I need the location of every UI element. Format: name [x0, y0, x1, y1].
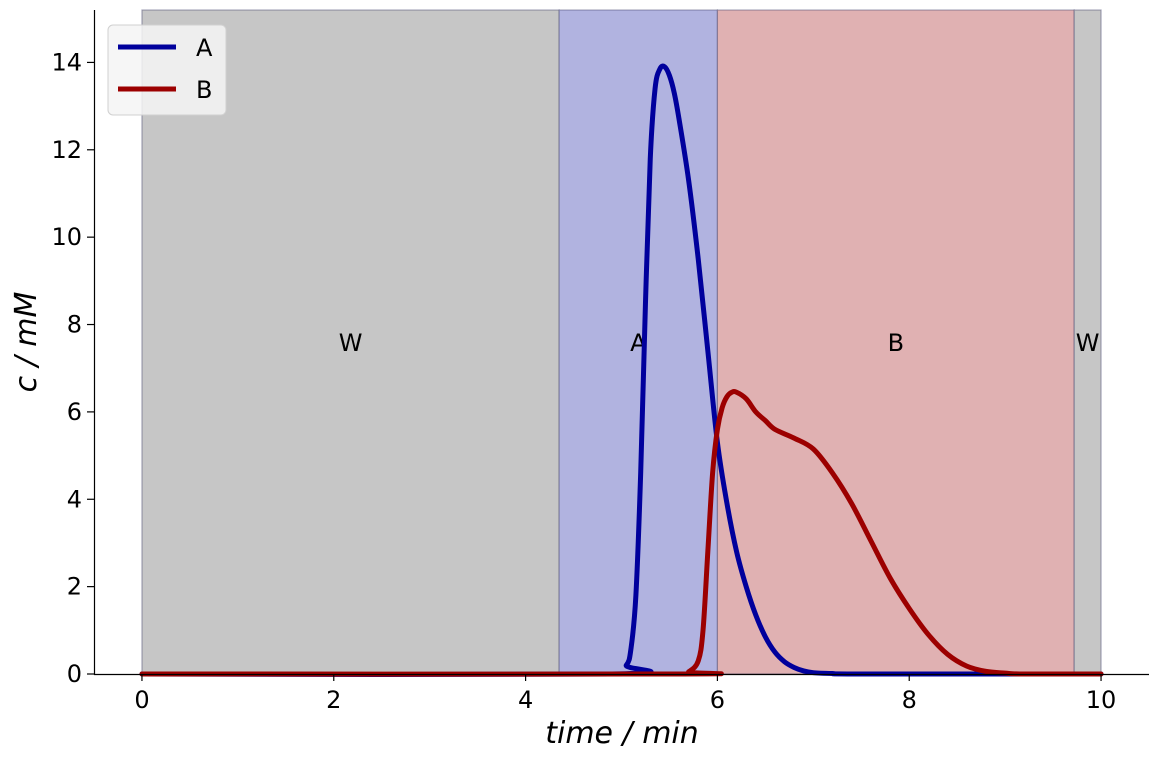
- y-tick-label: 14: [51, 48, 82, 76]
- axes: [93, 10, 1149, 676]
- fraction-zone-w-0: [141, 9, 560, 675]
- y-tick-label: 8: [67, 311, 82, 339]
- y-tick-label: 4: [67, 485, 82, 513]
- fraction-label: W: [339, 329, 363, 357]
- y-ticks: 0 2 4 6 8 10 12 14: [51, 48, 94, 688]
- fraction-label: W: [1076, 329, 1100, 357]
- legend-label-a: A: [196, 34, 213, 62]
- x-axis-title: time / min: [545, 716, 699, 751]
- x-tick-label: 2: [326, 686, 341, 714]
- y-tick-label: 10: [51, 223, 82, 251]
- y-tick-label: 6: [67, 398, 82, 426]
- y-tick-label: 12: [51, 136, 82, 164]
- series-lines: [139, 63, 1104, 678]
- fraction-label: B: [888, 329, 904, 357]
- y-tick-label: 2: [67, 573, 82, 601]
- x-tick-label: 6: [710, 686, 725, 714]
- fraction-zones: [141, 9, 1102, 675]
- series-line-a: [139, 63, 1104, 678]
- legend-label-b: B: [196, 76, 212, 104]
- x-tick-label: 0: [134, 686, 149, 714]
- x-ticks: 0 2 4 6 8 10: [134, 674, 1116, 714]
- y-tick-label: 0: [67, 660, 82, 688]
- series-line-b: [139, 389, 1104, 677]
- x-tick-label: 4: [518, 686, 533, 714]
- fraction-zone-w-3: [1073, 9, 1102, 675]
- x-tick-label: 8: [902, 686, 917, 714]
- y-axis-title: c / mM: [9, 291, 44, 392]
- fraction-zone-b-2: [716, 9, 1075, 675]
- legend: AB: [107, 24, 227, 116]
- x-tick-label: 10: [1086, 686, 1117, 714]
